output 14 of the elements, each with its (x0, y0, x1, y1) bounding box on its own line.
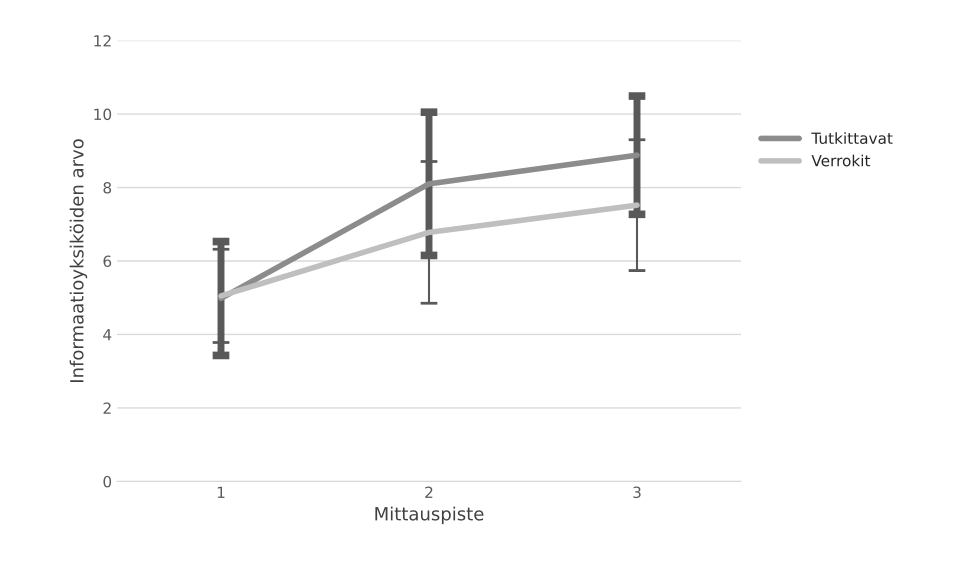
y-tick-label: 10 (94, 108, 112, 120)
y-axis-title: Informaatioyksiköiden arvo (70, 139, 88, 382)
x-tick-label: 3 (633, 486, 641, 498)
y-tick-label: 8 (103, 182, 112, 194)
x-axis-title: Mittauspiste (375, 506, 484, 524)
y-tick-label: 0 (103, 476, 112, 488)
x-tick-label: 1 (218, 486, 224, 498)
y-tick-label: 6 (103, 255, 112, 268)
legend-label: Verrokit (812, 154, 870, 166)
y-tick-label: 2 (104, 402, 111, 414)
y-tick-label: 12 (94, 35, 111, 46)
y-tick-label: 4 (103, 329, 112, 340)
x-tick-label: 2 (425, 486, 432, 498)
legend-label: Tutkittavat (811, 132, 893, 144)
